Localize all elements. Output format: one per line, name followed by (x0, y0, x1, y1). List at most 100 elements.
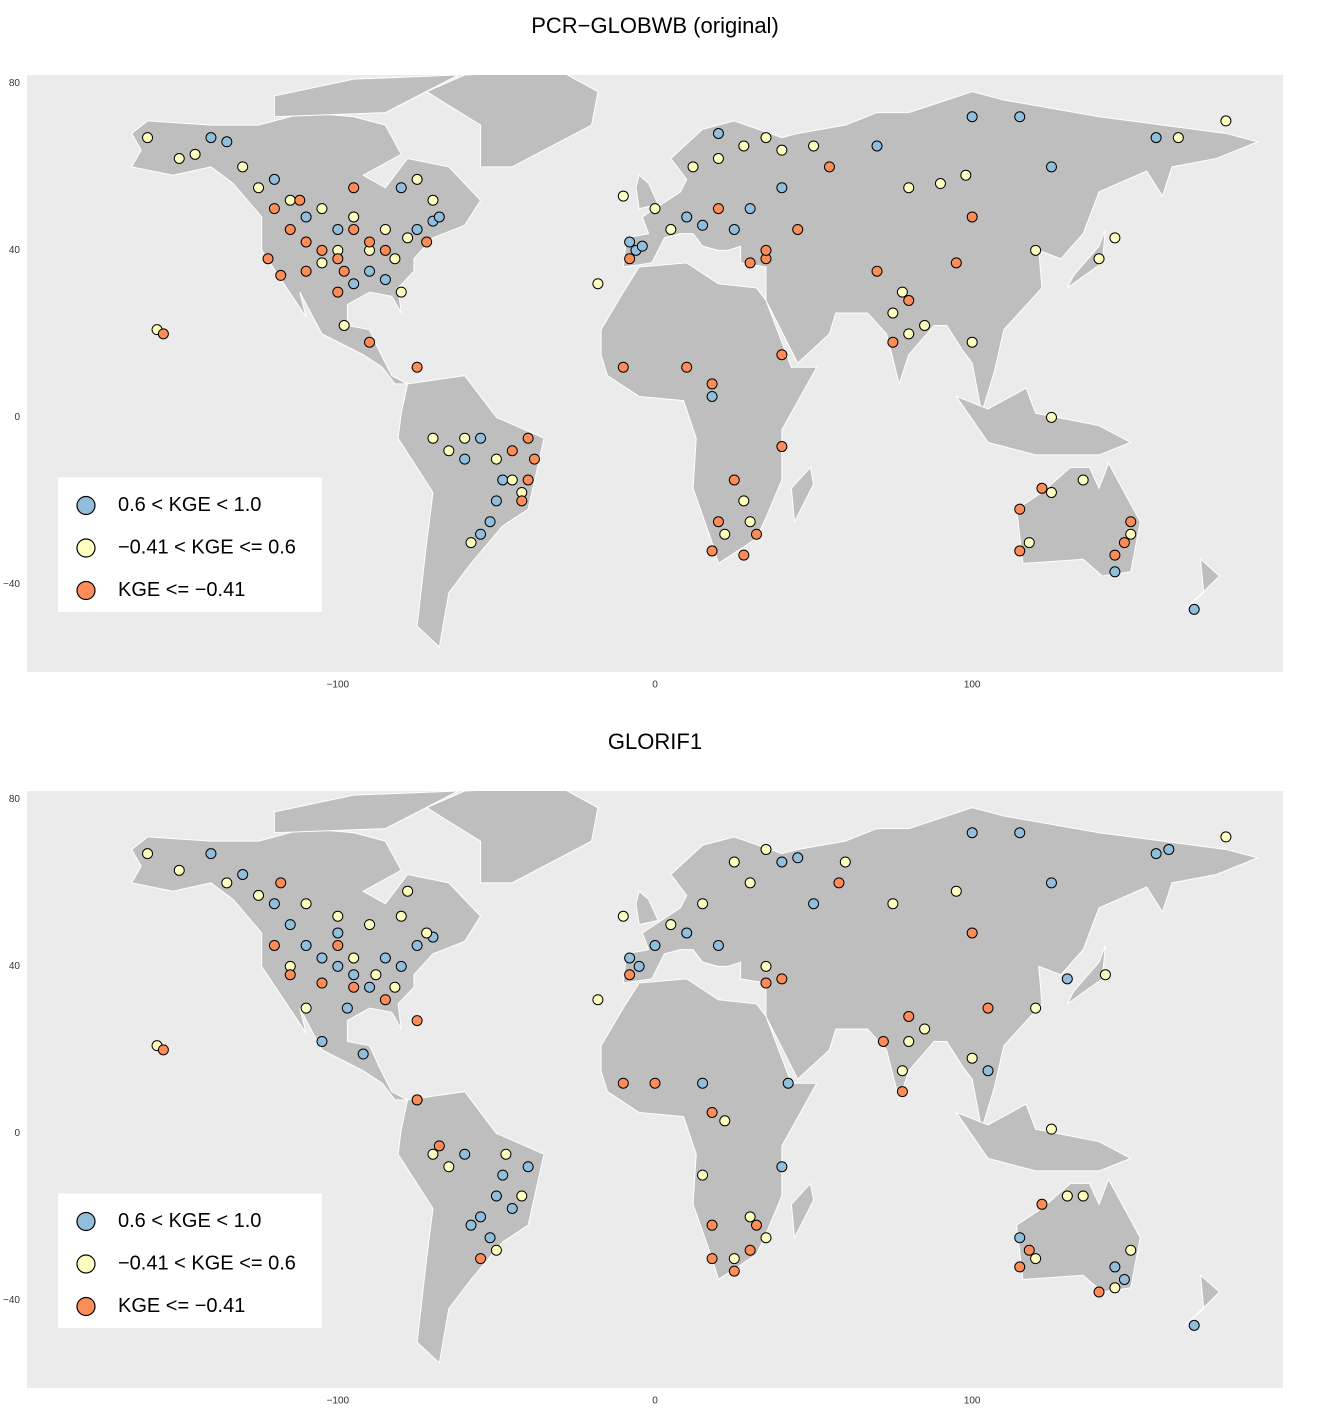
station-point (253, 182, 265, 194)
station-point (1036, 482, 1048, 494)
y-tick-label: 0 (14, 1128, 20, 1139)
station-point (402, 232, 414, 244)
station-point (294, 194, 306, 206)
station-point (782, 1077, 794, 1089)
station-point (744, 1244, 756, 1256)
station-point (522, 474, 534, 486)
station-point (1014, 827, 1026, 839)
station-point (706, 1253, 718, 1265)
station-point (728, 223, 740, 235)
station-point (776, 182, 788, 194)
station-point (268, 203, 280, 215)
station-point (966, 1052, 978, 1064)
points (142, 111, 1232, 615)
station-point (744, 203, 756, 215)
station-point (522, 432, 534, 444)
y-tick-label: −40 (3, 579, 20, 590)
station-point (389, 253, 401, 265)
station-point (284, 919, 296, 931)
station-point (300, 211, 312, 223)
station-point (1125, 1244, 1137, 1256)
station-point (966, 827, 978, 839)
station-point (687, 161, 699, 173)
station-point (1030, 244, 1042, 256)
station-point (490, 1190, 502, 1202)
station-point (506, 1202, 518, 1214)
x-tick-label: 0 (652, 680, 658, 691)
station-point (896, 1065, 908, 1077)
station-point (1045, 411, 1057, 423)
station-point (903, 1035, 915, 1047)
station-point (592, 278, 604, 290)
station-point (934, 178, 946, 190)
station-point (903, 1010, 915, 1022)
legend-swatch (76, 1211, 96, 1232)
station-point (808, 898, 820, 910)
land-shape (1066, 945, 1106, 1005)
station-point (332, 910, 344, 922)
legend-label: 0.6 < KGE < 1.0 (118, 1210, 261, 1232)
map-panel: GLORIF1 −100 0 100 −40 0 40 80 0.6 < KGE < 1.0 −0… (3, 729, 1283, 1407)
station-point (364, 236, 376, 248)
legend-swatch (76, 495, 96, 516)
legend-label: KGE <= −0.41 (118, 1295, 245, 1317)
y-tick-label: −40 (3, 1295, 20, 1306)
station-point (712, 939, 724, 951)
station-point (887, 307, 899, 319)
station-point (142, 848, 154, 860)
legend-swatch (76, 538, 96, 558)
station-point (475, 432, 487, 444)
station-point (617, 910, 629, 922)
station-point (411, 361, 423, 373)
station-point (205, 848, 217, 860)
station-point (617, 361, 629, 373)
station-point (490, 495, 502, 507)
station-point (1014, 503, 1026, 515)
station-point (205, 132, 217, 144)
station-point (411, 939, 423, 951)
station-point (1093, 1286, 1105, 1298)
station-point (833, 877, 845, 889)
station-point (395, 182, 407, 194)
legend-label: 0.6 < KGE < 1.0 (118, 494, 261, 516)
station-point (624, 236, 636, 248)
station-point (316, 203, 328, 215)
station-point (443, 1161, 455, 1173)
station-point (262, 253, 274, 265)
station-point (776, 973, 788, 985)
land-shape (1016, 1178, 1141, 1293)
station-point (760, 132, 772, 144)
station-point (712, 516, 724, 528)
station-point (1030, 1253, 1042, 1265)
station-point (624, 969, 636, 981)
station-point (389, 981, 401, 993)
land-shape (130, 828, 482, 1101)
y-tick-label: 80 (9, 794, 21, 805)
station-point (173, 864, 185, 876)
station-point (624, 952, 636, 964)
y-tick-label: 0 (14, 412, 20, 423)
station-point (497, 1169, 509, 1181)
station-point (348, 211, 360, 223)
station-point (750, 528, 762, 540)
station-point (379, 994, 391, 1006)
station-point (316, 244, 328, 256)
station-point (697, 1077, 709, 1089)
land-shape (425, 75, 599, 168)
x-tick-label: 100 (964, 1396, 981, 1407)
station-point (142, 132, 154, 144)
land-shape (790, 1182, 815, 1240)
station-point (1061, 973, 1073, 985)
station-point (1045, 1123, 1057, 1135)
station-point (275, 269, 287, 281)
station-point (728, 1253, 740, 1265)
station-point (332, 223, 344, 235)
station-point (253, 889, 265, 901)
station-point (744, 516, 756, 528)
station-point (332, 960, 344, 972)
station-point (316, 1035, 328, 1047)
station-point (395, 960, 407, 972)
station-point (411, 223, 423, 235)
station-point (221, 877, 233, 889)
station-point (960, 169, 972, 181)
